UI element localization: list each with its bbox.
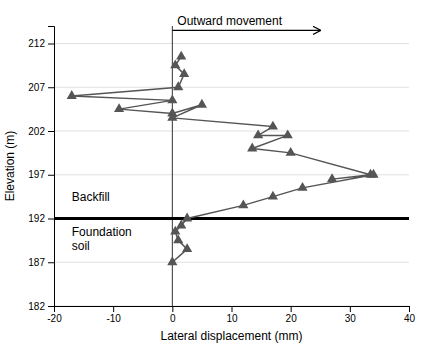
annotation-text-line: soil xyxy=(72,239,90,253)
tick-mark xyxy=(350,306,351,312)
tick: 187 xyxy=(28,257,54,268)
data-point xyxy=(167,112,177,121)
data-point xyxy=(114,103,124,112)
data-point xyxy=(182,243,192,252)
data-point xyxy=(170,226,180,235)
tick: 30 xyxy=(345,306,357,324)
data-point xyxy=(238,199,248,208)
tick-label: 207 xyxy=(28,82,45,93)
y-axis: 182 187 192 197 202 207 212 xyxy=(28,27,54,312)
axis-line xyxy=(55,307,410,313)
tick-mark xyxy=(291,306,292,312)
tick-label: 40 xyxy=(404,313,416,324)
tick-label: 187 xyxy=(28,257,45,268)
tick: 40 xyxy=(404,306,416,324)
annotations: Outward movement Backfill Foundationsoil xyxy=(72,14,321,252)
x-axis: -20 -10 0 10 20 30 40 xyxy=(47,306,415,324)
tick-mark xyxy=(48,131,54,132)
tick: 207 xyxy=(28,82,54,93)
tick-mark xyxy=(113,306,114,312)
tick: 192 xyxy=(28,213,54,224)
tick-label: 197 xyxy=(28,169,45,180)
grid-line xyxy=(54,262,409,263)
data-point xyxy=(286,147,296,156)
annotation-text: Outward movement xyxy=(177,14,282,28)
annotation-arrow xyxy=(172,30,320,31)
marks xyxy=(54,26,409,306)
tick-mark xyxy=(48,219,54,220)
tick-label: 10 xyxy=(226,313,238,324)
data-point xyxy=(327,173,337,182)
data-point xyxy=(297,182,307,191)
data-point xyxy=(268,191,278,200)
grid-line xyxy=(54,218,409,219)
data-point xyxy=(67,90,77,99)
data-point xyxy=(176,220,186,229)
tick: 20 xyxy=(286,306,298,324)
data-line xyxy=(72,57,374,263)
tick-label: -20 xyxy=(47,313,62,324)
tick-mark xyxy=(232,306,233,312)
data-point xyxy=(253,129,263,138)
tick-mark xyxy=(409,306,410,312)
tick: 0 xyxy=(170,306,176,324)
tick-label: 30 xyxy=(345,313,357,324)
tick-label: 182 xyxy=(28,301,45,312)
data-point xyxy=(173,81,183,90)
grid-line xyxy=(54,43,409,44)
data-point xyxy=(197,99,207,108)
data-point xyxy=(179,68,189,77)
grid xyxy=(54,44,409,307)
x-axis-title: Lateral displacement (mm) xyxy=(160,329,302,343)
data-point xyxy=(368,169,378,178)
grid-line xyxy=(54,87,409,88)
annotation-text-line: Foundation xyxy=(72,225,132,239)
tick-mark xyxy=(48,87,54,88)
data-point xyxy=(182,213,192,222)
data-point xyxy=(176,51,186,60)
data-point xyxy=(170,59,180,68)
data-point xyxy=(247,143,257,152)
tick-label: -10 xyxy=(106,313,121,324)
data-point xyxy=(283,129,293,138)
tick-mark xyxy=(48,306,54,307)
tick-label: 202 xyxy=(28,126,45,137)
tick-label: 20 xyxy=(286,313,298,324)
chart: -20 -10 0 10 20 30 40 182 187 192 197 202 207 212 Late… xyxy=(0,0,425,348)
data-point xyxy=(167,256,177,265)
tick: 212 xyxy=(28,38,54,49)
data-point xyxy=(167,94,177,103)
tick-mark xyxy=(48,262,54,263)
data-point xyxy=(268,121,278,130)
grid-line xyxy=(54,174,409,175)
tick-mark xyxy=(48,44,54,45)
tick: 197 xyxy=(28,169,54,180)
tick-mark xyxy=(172,306,173,312)
tick: 202 xyxy=(28,126,54,137)
plot: -20 -10 0 10 20 30 40 182 187 192 197 202 207 212 Late… xyxy=(3,14,415,343)
grid-line xyxy=(54,131,409,132)
tick: -20 xyxy=(47,306,62,324)
axis-line xyxy=(48,27,55,307)
tick: 182 xyxy=(28,301,54,312)
tick-label: 212 xyxy=(28,38,45,49)
annotation-text: Backfill xyxy=(72,190,110,204)
tick: -10 xyxy=(106,306,121,324)
tick-label: 0 xyxy=(170,313,176,324)
annotation-text: Foundationsoil xyxy=(72,225,132,253)
y-axis-title: Elevation (m) xyxy=(3,131,17,202)
horizontal-reference-line xyxy=(54,217,409,220)
data-point xyxy=(173,234,183,243)
tick-mark xyxy=(48,175,54,176)
tick-label: 192 xyxy=(28,213,45,224)
tick: 10 xyxy=(226,306,238,324)
